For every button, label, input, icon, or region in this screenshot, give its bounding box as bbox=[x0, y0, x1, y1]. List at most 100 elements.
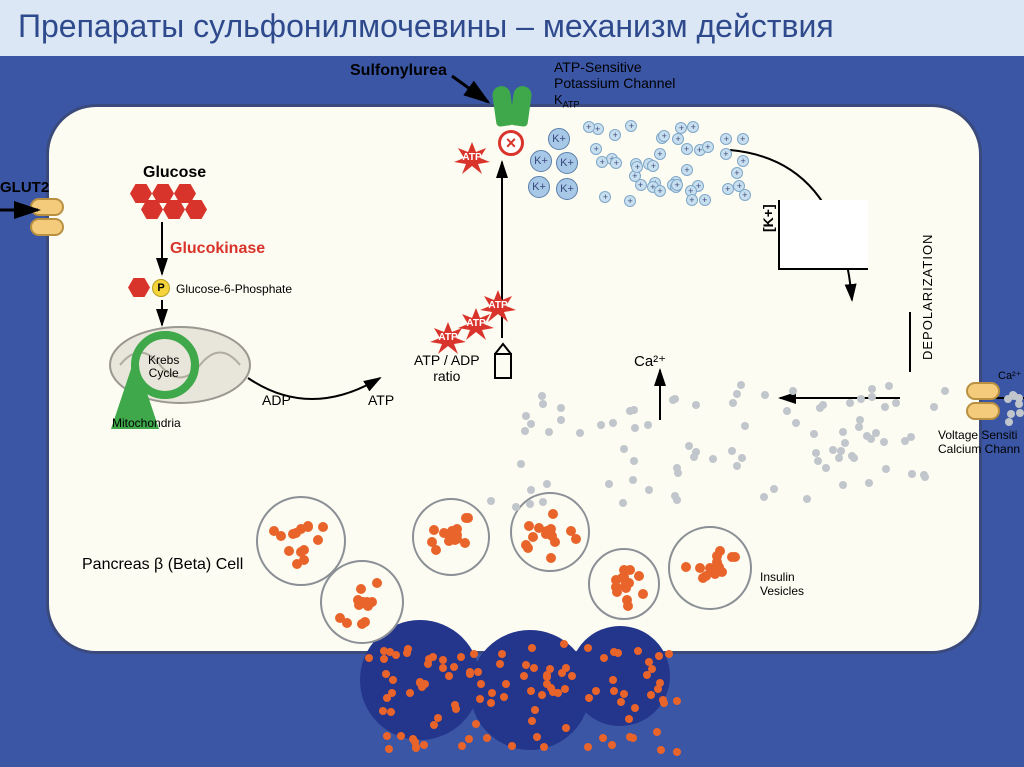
k-ion: K+ bbox=[548, 128, 570, 150]
glut2-channel-top bbox=[30, 198, 64, 216]
ca2-ext-label: Ca²⁺ bbox=[998, 369, 1022, 382]
ca2-int-label: Ca²⁺ bbox=[634, 352, 666, 370]
plusdot-particle: + bbox=[720, 148, 732, 160]
granule sm-particle bbox=[465, 735, 473, 743]
cadot-particle bbox=[841, 439, 849, 447]
exocytosis-bulge bbox=[570, 626, 670, 726]
cadot-particle bbox=[609, 419, 617, 427]
granule sm-particle bbox=[470, 650, 478, 658]
phosphate-icon: P bbox=[152, 279, 170, 297]
granule-particle bbox=[541, 529, 551, 539]
cadot-particle bbox=[819, 401, 827, 409]
granule sm-particle bbox=[496, 660, 504, 668]
plusdot-particle: + bbox=[686, 194, 698, 206]
granule-particle bbox=[550, 537, 560, 547]
granule sm-particle bbox=[474, 668, 482, 676]
cadot-particle bbox=[857, 395, 865, 403]
granule sm-particle bbox=[540, 743, 548, 751]
cadot-particle bbox=[543, 480, 551, 488]
cadot-particle bbox=[770, 485, 778, 493]
plusdot-particle: + bbox=[599, 191, 611, 203]
cadot-particle bbox=[812, 449, 820, 457]
g6p-label: Glucose-6-Phosphate bbox=[176, 282, 292, 296]
cadot-particle bbox=[522, 412, 530, 420]
cadot-particle bbox=[619, 499, 627, 507]
granule sm-particle bbox=[404, 645, 412, 653]
cadot-particle bbox=[620, 445, 628, 453]
granule-particle bbox=[634, 571, 644, 581]
granule sm-particle bbox=[643, 671, 651, 679]
cadot-particle bbox=[1010, 392, 1018, 400]
glut2-channel-bot bbox=[30, 218, 64, 236]
granule sm-particle bbox=[584, 743, 592, 751]
granule sm-particle bbox=[416, 679, 424, 687]
block-icon: × bbox=[498, 130, 524, 156]
cadot-particle bbox=[644, 421, 652, 429]
plusdot-particle: + bbox=[681, 164, 693, 176]
cadot-particle bbox=[1007, 410, 1015, 418]
granule sm-particle bbox=[383, 732, 391, 740]
granule-particle bbox=[621, 583, 631, 593]
atp-icon: ATP bbox=[454, 140, 490, 176]
plusdot-particle: + bbox=[654, 148, 666, 160]
granule-particle bbox=[638, 589, 648, 599]
depol-graph bbox=[778, 200, 868, 270]
granule sm-particle bbox=[472, 720, 480, 728]
cadot-particle bbox=[487, 497, 495, 505]
cadot-particle bbox=[557, 416, 565, 424]
granule sm-particle bbox=[483, 734, 491, 742]
cadot-particle bbox=[835, 454, 843, 462]
granule sm-particle bbox=[659, 696, 667, 704]
k-ion: K+ bbox=[530, 150, 552, 172]
granule sm-particle bbox=[673, 697, 681, 705]
cadot-particle bbox=[865, 479, 873, 487]
plusdot-particle: + bbox=[702, 141, 714, 153]
granule-particle bbox=[363, 601, 373, 611]
mitochondria-label: Mitochondria bbox=[112, 416, 181, 430]
cadot-particle bbox=[885, 382, 893, 390]
cadot-particle bbox=[814, 457, 822, 465]
plusdot-particle: + bbox=[583, 121, 595, 133]
cadot-particle bbox=[729, 399, 737, 407]
cadot-particle bbox=[709, 455, 717, 463]
granule-particle bbox=[463, 513, 473, 523]
granule sm-particle bbox=[439, 664, 447, 672]
cadot-particle bbox=[737, 381, 745, 389]
granule sm-particle bbox=[653, 728, 661, 736]
insulin-vesicles-label-1: Insulin bbox=[760, 570, 795, 584]
granule sm-particle bbox=[562, 664, 570, 672]
granule sm-particle bbox=[409, 735, 417, 743]
granule sm-particle bbox=[665, 650, 673, 658]
cadot-particle bbox=[527, 420, 535, 428]
granule-particle bbox=[429, 525, 439, 535]
granule sm-particle bbox=[520, 672, 528, 680]
sulfonylurea-label: Sulfonylurea bbox=[350, 62, 447, 80]
cadot-particle bbox=[538, 392, 546, 400]
depolarization-label: DEPOLARIZATION bbox=[920, 234, 935, 360]
granule sm-particle bbox=[614, 649, 622, 657]
ca-channel-label-2: Calcium Chann bbox=[938, 442, 1020, 456]
granule sm-particle bbox=[380, 655, 388, 663]
cadot-particle bbox=[1015, 400, 1023, 408]
granule sm-particle bbox=[522, 661, 530, 669]
adp-label: ADP bbox=[262, 392, 291, 408]
cadot-particle bbox=[631, 424, 639, 432]
cadot-particle bbox=[907, 433, 915, 441]
granule sm-particle bbox=[530, 664, 538, 672]
granule sm-particle bbox=[434, 714, 442, 722]
granule sm-particle bbox=[488, 689, 496, 697]
plusdot-particle: + bbox=[731, 167, 743, 179]
granule-particle bbox=[313, 535, 323, 545]
cadot-particle bbox=[881, 403, 889, 411]
granule sm-particle bbox=[673, 748, 681, 756]
plusdot-particle: + bbox=[624, 195, 636, 207]
granule-particle bbox=[427, 537, 437, 547]
granule sm-particle bbox=[420, 741, 428, 749]
granule sm-particle bbox=[631, 704, 639, 712]
plusdot-particle: + bbox=[699, 194, 711, 206]
glucose-label: Glucose bbox=[143, 164, 206, 182]
granule sm-particle bbox=[592, 687, 600, 695]
granule-particle bbox=[335, 613, 345, 623]
granule sm-particle bbox=[397, 732, 405, 740]
k-bracket-label: [K+] bbox=[760, 204, 776, 232]
